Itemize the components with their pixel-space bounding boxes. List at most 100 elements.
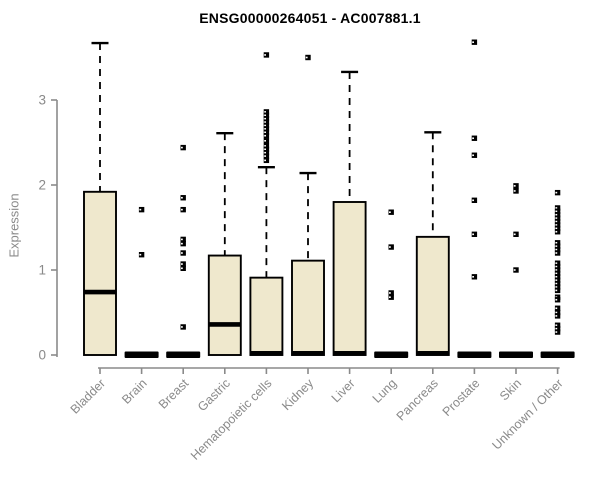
outlier-point-highlight — [555, 298, 558, 301]
outlier-point-highlight — [555, 311, 558, 314]
outlier-point — [263, 138, 270, 144]
outlier-point — [263, 133, 270, 139]
box — [291, 259, 325, 356]
outlier-point — [554, 240, 561, 246]
outlier-point-highlight — [555, 307, 558, 310]
outlier-point — [388, 294, 394, 300]
outlier-point-highlight — [181, 326, 183, 328]
outlier-point-highlight — [555, 220, 558, 223]
outlier-point — [263, 109, 270, 115]
outlier-point — [180, 206, 186, 213]
outlier-point-highlight — [555, 242, 558, 244]
outlier-point — [263, 146, 270, 152]
outlier-point-highlight — [555, 324, 558, 327]
outlier-point — [554, 313, 561, 319]
zero-bar — [499, 351, 533, 358]
outlier-point-highlight — [389, 211, 391, 213]
x-tick-label: Liver — [329, 376, 358, 405]
outlier-point-highlight — [389, 292, 391, 294]
outlier-point — [471, 39, 478, 45]
outlier-point — [263, 119, 270, 125]
outlier-point-highlight — [555, 315, 558, 317]
outlier-point — [305, 54, 311, 61]
outlier-point-highlight — [555, 210, 558, 213]
outlier-point — [513, 231, 519, 237]
outlier-point-highlight — [472, 137, 474, 140]
outlier-point — [554, 215, 561, 221]
outlier-point — [554, 205, 561, 211]
outlier-point — [180, 195, 186, 201]
outlier-point — [554, 260, 561, 266]
outlier-point — [554, 329, 561, 335]
outlier-point-highlight — [555, 327, 558, 330]
outlier-point-highlight — [472, 233, 474, 236]
outlier-point — [471, 152, 478, 158]
outlier-point — [263, 122, 270, 129]
box — [332, 201, 367, 356]
outlier-point — [263, 129, 270, 135]
outlier-point-highlight — [181, 238, 183, 241]
outlier-point-highlight — [555, 286, 558, 288]
outlier-point-highlight — [139, 208, 142, 211]
outlier-point-highlight — [264, 148, 266, 151]
outlier-point — [180, 250, 186, 256]
outlier-point-highlight — [181, 242, 183, 245]
outlier-point-highlight — [264, 151, 266, 154]
outlier-point-highlight — [513, 233, 516, 236]
outlier-point — [554, 305, 561, 311]
outlier-point-highlight — [181, 146, 183, 149]
zero-bar — [457, 351, 492, 358]
outlier-point — [554, 297, 561, 303]
outlier-point-highlight — [472, 41, 474, 43]
outlier-point-highlight — [555, 276, 558, 278]
outlier-point-highlight — [389, 296, 391, 298]
outlier-point-highlight — [555, 227, 558, 230]
outlier-point — [471, 135, 478, 141]
outlier-point — [554, 284, 561, 290]
outlier-point — [263, 150, 270, 156]
x-tick-label: Gastric — [195, 376, 233, 414]
outlier-point-highlight — [181, 263, 183, 265]
outlier-point-highlight — [555, 252, 558, 254]
x-tick-label: Prostate — [440, 376, 483, 419]
outlier-point-highlight — [264, 117, 266, 120]
outlier-point — [513, 188, 519, 194]
outlier-point-highlight — [555, 272, 558, 275]
outlier-point-highlight — [264, 159, 266, 162]
outlier-point — [471, 197, 478, 203]
outlier-point-highlight — [181, 208, 183, 211]
x-tick-label: Hematopoietic cells — [188, 376, 275, 463]
outlier-point-highlight — [555, 230, 558, 233]
outlier-point-highlight — [555, 331, 558, 333]
outlier-point-highlight — [181, 196, 183, 199]
y-tick-label: 0 — [38, 348, 46, 363]
outlier-point — [471, 274, 478, 280]
outlier-point — [180, 324, 186, 330]
outlier-point-highlight — [264, 111, 266, 113]
outlier-point-highlight — [472, 154, 474, 157]
outlier-point — [263, 116, 270, 122]
outlier-point-highlight — [264, 128, 266, 130]
outlier-point — [554, 250, 561, 256]
outlier-point — [263, 153, 270, 159]
outlier-point — [554, 274, 561, 280]
outlier-point-highlight — [305, 56, 308, 59]
outlier-point-highlight — [555, 224, 558, 226]
outlier-point — [554, 287, 561, 294]
x-tick-label: Breast — [156, 376, 192, 412]
outlier-point — [263, 52, 270, 58]
outlier-point — [554, 322, 561, 328]
outlier-point — [554, 246, 561, 253]
outlier-point — [554, 267, 561, 273]
outlier-point — [554, 208, 561, 215]
outlier-point-highlight — [264, 145, 266, 147]
outlier-point-highlight — [264, 54, 266, 56]
outlier-point — [554, 218, 561, 225]
x-tick-label: Lung — [370, 376, 400, 406]
outlier-point — [513, 183, 519, 189]
outlier-point-highlight — [264, 121, 266, 123]
zero-bar — [540, 351, 575, 358]
x-tick-label: Skin — [497, 376, 524, 403]
outlier-point — [554, 325, 561, 332]
